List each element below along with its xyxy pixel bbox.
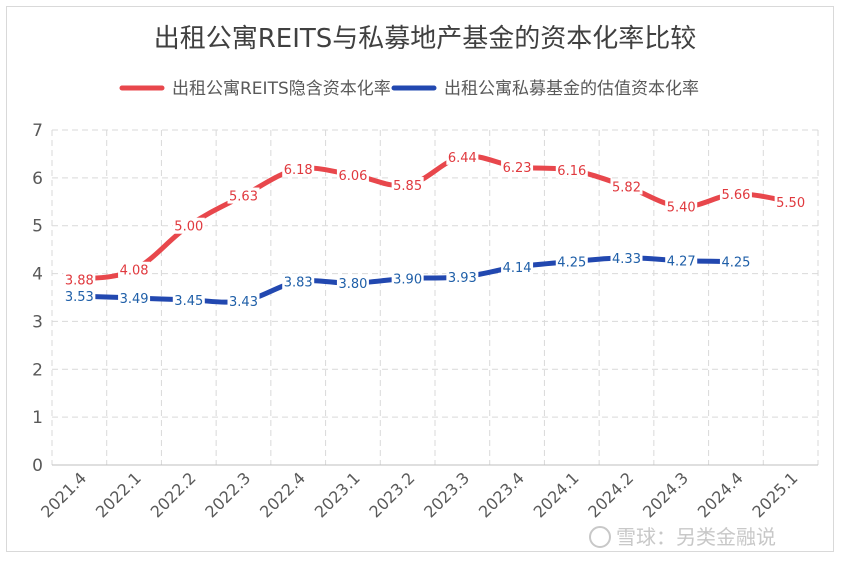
x-tick-label: 2023.4	[475, 468, 528, 521]
data-label-bg	[610, 178, 643, 195]
data-label-bg	[665, 252, 698, 269]
data-label: 6.06	[338, 169, 367, 184]
data-label: 6.18	[284, 163, 313, 178]
data-label-bg	[118, 289, 151, 306]
data-label-bg	[501, 258, 534, 275]
x-tick-label: 2022.1	[92, 468, 145, 521]
data-label: 3.49	[120, 292, 149, 307]
data-label-bg	[391, 177, 424, 194]
data-label: 6.23	[503, 161, 532, 176]
data-label: 5.00	[174, 220, 203, 235]
data-label-bg	[282, 161, 315, 178]
data-label-bg	[227, 292, 260, 309]
y-tick-label: 4	[32, 265, 43, 285]
data-label-bg	[227, 187, 260, 204]
data-label-bg	[774, 193, 807, 210]
data-label-bg	[665, 198, 698, 215]
data-label-bg	[336, 275, 369, 292]
x-tick-label: 2022.4	[256, 468, 309, 521]
data-label: 5.66	[721, 188, 750, 203]
x-tick-label: 2021.4	[37, 468, 90, 521]
legend-label: 出租公寓私募基金的估值资本化率	[444, 79, 699, 99]
data-label-bg	[446, 148, 479, 165]
data-label: 4.25	[721, 256, 750, 271]
data-label-bg	[336, 166, 369, 183]
legend-label: 出租公寓REITS隐含资本化率	[172, 79, 391, 99]
data-label-bg	[63, 271, 96, 288]
x-tick-label: 2023.3	[420, 468, 473, 521]
data-label: 4.25	[557, 256, 586, 271]
data-label: 6.16	[557, 164, 586, 179]
x-tick-label: 2023.2	[365, 468, 418, 521]
data-label-bg	[555, 253, 588, 270]
data-label-bg	[172, 291, 205, 308]
data-label-bg	[719, 186, 752, 203]
y-tick-label: 6	[32, 169, 43, 189]
data-label: 3.45	[174, 294, 203, 309]
data-label: 5.85	[393, 179, 422, 194]
x-tick-label: 2022.3	[201, 468, 254, 521]
data-label: 4.27	[667, 255, 696, 270]
x-tick-label: 2024.4	[694, 468, 747, 521]
y-tick-label: 5	[32, 217, 43, 237]
x-tick-label: 2024.2	[584, 468, 637, 521]
data-label: 4.33	[612, 252, 641, 267]
x-tick-label: 2025.1	[748, 468, 801, 521]
data-label-bg	[282, 273, 315, 290]
data-label: 3.53	[65, 290, 94, 305]
chart-title: 出租公寓REITS与私募地产基金的资本化率比较	[154, 24, 697, 54]
y-tick-label: 0	[32, 456, 43, 476]
data-label: 5.63	[229, 190, 258, 205]
data-label: 6.44	[448, 151, 477, 166]
data-label: 5.50	[776, 196, 805, 211]
y-tick-label: 3	[32, 312, 43, 332]
y-tick-label: 7	[32, 121, 43, 141]
data-label: 3.43	[229, 295, 258, 310]
watermark: 雪球：另类金融说	[589, 525, 776, 549]
data-label-bg	[610, 249, 643, 266]
watermark-text: 雪球：另类金融说	[616, 525, 776, 549]
data-label: 3.90	[393, 272, 422, 287]
grid-lines	[51, 129, 819, 465]
data-label-bg	[172, 217, 205, 234]
data-label: 5.82	[612, 180, 641, 195]
data-labels: 3.88 4.08 5.00 5.63 6.18 6.06 5.85 6.44 6.23 6.16…	[63, 148, 807, 310]
x-tick-label: 2023.1	[311, 468, 364, 521]
data-label-bg	[446, 268, 479, 285]
data-label: 4.14	[503, 261, 532, 276]
data-label: 5.40	[667, 201, 696, 216]
legend: 出租公寓REITS隐含资本化率 出租公寓私募基金的估值资本化率	[119, 79, 699, 99]
x-tick-label: 2024.1	[530, 468, 583, 521]
x-tick-label: 2022.2	[147, 468, 200, 521]
data-label-bg	[118, 261, 151, 278]
data-label-bg	[391, 270, 424, 287]
data-label-bg	[63, 288, 96, 305]
y-tick-label: 2	[32, 360, 43, 380]
x-tick-label: 2024.3	[639, 468, 692, 521]
y-tick-label: 1	[32, 408, 43, 428]
data-label: 3.88	[65, 273, 94, 288]
data-label: 4.08	[120, 264, 149, 279]
data-label: 3.83	[284, 276, 313, 291]
data-label-bg	[555, 162, 588, 179]
data-label: 3.93	[448, 271, 477, 286]
data-label-bg	[719, 253, 752, 270]
snowball-logo-icon	[589, 526, 611, 548]
data-label: 3.80	[338, 277, 367, 292]
data-label-bg	[501, 158, 534, 175]
